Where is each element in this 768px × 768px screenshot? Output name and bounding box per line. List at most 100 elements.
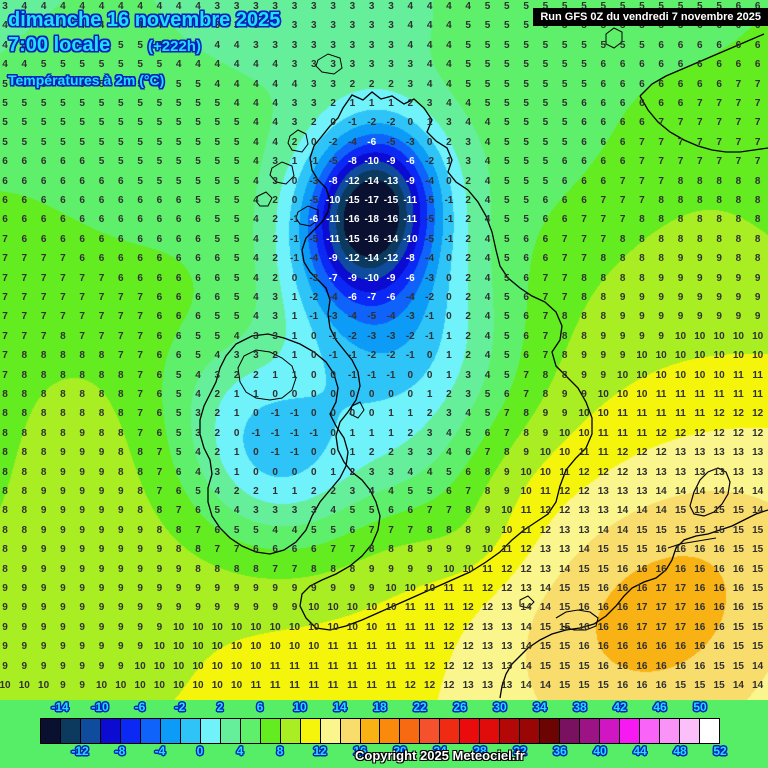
grid-temperature-value: 6 — [137, 214, 143, 226]
grid-temperature-value: 8 — [484, 486, 491, 497]
coastline-path — [315, 53, 343, 75]
grid-temperature-value: 7 — [21, 272, 28, 284]
grid-temperature-value: 13 — [694, 466, 706, 478]
grid-temperature-value: 11 — [675, 389, 686, 400]
grid-temperature-value: 5 — [253, 524, 259, 536]
grid-temperature-value: 4 — [484, 369, 491, 381]
grid-temperature-value: 11 — [540, 486, 551, 497]
grid-temperature-value: 7 — [40, 272, 47, 284]
grid-temperature-value: 13 — [713, 466, 725, 478]
grid-temperature-value: 7 — [407, 524, 414, 536]
grid-temperature-value: 3 — [330, 20, 336, 32]
colorbar[interactable] — [40, 718, 720, 744]
grid-temperature-value: -7 — [367, 292, 377, 303]
grid-temperature-value: 8 — [118, 408, 124, 420]
grid-temperature-value: -10 — [403, 233, 418, 245]
grid-temperature-value: 3 — [195, 408, 201, 420]
grid-temperature-value: 5 — [98, 59, 105, 71]
grid-temperature-value: 10 — [578, 427, 590, 439]
grid-temperature-value: 11 — [308, 680, 320, 691]
grid-temperature-value: 9 — [2, 583, 8, 594]
grid-temperature-value: 11 — [308, 660, 320, 672]
coastline-path — [199, 333, 349, 555]
grid-temperature-value: 10 — [443, 563, 455, 575]
grid-temperature-value: 5 — [523, 195, 529, 206]
grid-temperature-value: 5 — [98, 117, 105, 129]
grid-temperature-value: 13 — [752, 447, 764, 459]
grid-temperature-value: 4 — [484, 156, 491, 168]
grid-temperature-value: 9 — [214, 583, 221, 594]
grid-temperature-value: 12 — [674, 427, 687, 439]
grid-temperature-value: 11 — [424, 602, 435, 614]
grid-temperature-value: -2 — [367, 350, 377, 362]
grid-temperature-value: 3 — [291, 59, 298, 71]
grid-temperature-value: -4 — [405, 292, 415, 303]
grid-temperature-value: 8 — [311, 563, 317, 575]
grid-temperature-value: 9 — [561, 389, 568, 400]
grid-temperature-value: 9 — [21, 602, 28, 614]
grid-temperature-value: 8 — [2, 466, 8, 478]
grid-temperature-value: 7 — [735, 156, 742, 168]
grid-temperature-value: 3 — [368, 39, 375, 51]
grid-temperature-value: 16 — [597, 621, 609, 633]
grid-temperature-value: 8 — [21, 350, 28, 362]
grid-temperature-value: 9 — [118, 563, 124, 575]
grid-temperature-value: 6 — [697, 59, 703, 71]
grid-temperature-value: 6 — [272, 544, 278, 556]
grid-temperature-value: 5 — [214, 505, 221, 517]
colorbar-cell — [560, 719, 581, 743]
color-scale-legend[interactable]: -14 -10 -6 -2 2 6 10 14 18 22 26 30 34 38 42 46 50 -12 -8-… — [0, 700, 768, 768]
grid-temperature-value: 7 — [484, 447, 491, 459]
grid-temperature-value: 17 — [674, 621, 687, 633]
grid-temperature-value: -9 — [405, 175, 415, 187]
grid-temperature-value: 8 — [658, 214, 664, 226]
grid-temperature-value: 5 — [214, 156, 221, 168]
grid-temperature-value: 6 — [79, 233, 85, 245]
grid-temperature-value: 6 — [600, 117, 607, 129]
grid-temperature-value: 10 — [713, 350, 725, 362]
grid-temperature-value: 12 — [732, 408, 744, 420]
grid-temperature-value: -1 — [290, 447, 299, 459]
grid-temperature-value: 0 — [291, 175, 298, 187]
grid-temperature-value: 4 — [484, 311, 491, 323]
grid-temperature-value: 4 — [426, 1, 433, 12]
grid-temperature-value: 7 — [195, 524, 201, 536]
grid-temperature-value: 5 — [118, 39, 124, 51]
grid-temperature-value: 6 — [349, 524, 356, 536]
grid-temperature-value: 12 — [752, 408, 764, 420]
grid-temperature-value: 4 — [426, 59, 433, 71]
grid-temperature-value: 9 — [118, 602, 124, 614]
grid-temperature-value: 2 — [272, 253, 278, 265]
grid-temperature-value: 7 — [118, 311, 124, 323]
grid-temperature-value: -5 — [309, 195, 319, 206]
grid-temperature-value: 12 — [732, 427, 744, 439]
grid-temperature-value: 9 — [735, 311, 742, 323]
grid-temperature-value: 11 — [598, 447, 609, 459]
grid-temperature-value: 6 — [175, 292, 182, 303]
grid-temperature-value: 13 — [539, 563, 551, 575]
grid-temperature-value: 9 — [504, 486, 510, 497]
grid-temperature-value: 3 — [465, 389, 471, 400]
grid-temperature-value: -4 — [347, 136, 357, 148]
grid-temperature-value: 10 — [597, 389, 609, 400]
grid-temperature-value: 5 — [484, 78, 491, 90]
grid-temperature-value: 4 — [291, 524, 298, 536]
grid-temperature-value: 7 — [658, 156, 664, 168]
grid-temperature-value: 17 — [636, 621, 648, 633]
grid-temperature-value: 5 — [118, 98, 124, 109]
grid-temperature-value: 16 — [694, 563, 706, 575]
grid-temperature-value: 2 — [272, 233, 278, 245]
grid-temperature-value: 1 — [291, 156, 298, 168]
grid-temperature-value: 5 — [504, 78, 510, 90]
grid-temperature-value: 7 — [118, 350, 124, 362]
grid-temperature-value: 12 — [597, 466, 609, 478]
grid-temperature-value: 15 — [559, 660, 571, 672]
grid-temperature-value: -1 — [290, 408, 299, 420]
grid-temperature-value: 5 — [175, 156, 182, 168]
grid-temperature-value: 7 — [504, 427, 510, 439]
grid-temperature-value: -16 — [345, 214, 360, 226]
grid-temperature-value: 9 — [697, 292, 703, 303]
grid-temperature-value: 11 — [733, 389, 744, 400]
grid-temperature-value: 5 — [175, 98, 182, 109]
